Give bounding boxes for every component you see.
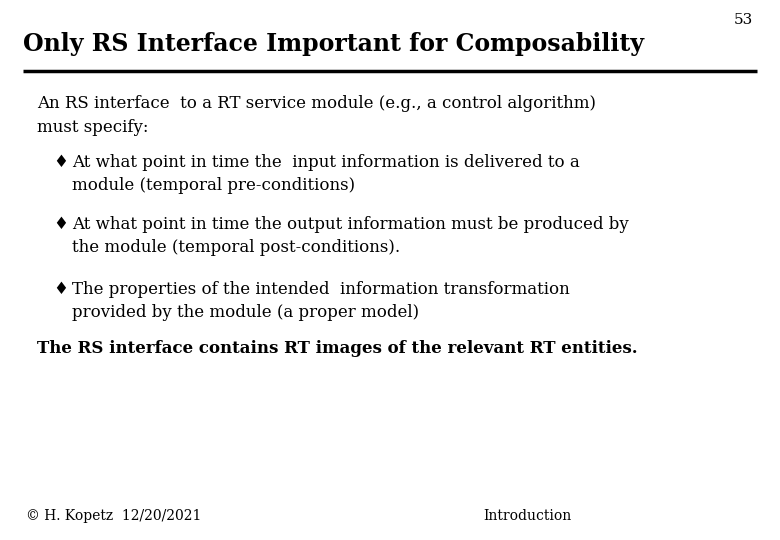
Text: Introduction: Introduction [484,509,572,523]
Text: The RS interface contains RT images of the relevant RT entities.: The RS interface contains RT images of t… [37,340,638,357]
Text: At what point in time the output information must be produced by
the module (tem: At what point in time the output informa… [72,216,629,256]
Text: An RS interface  to a RT service module (e.g., a control algorithm)
must specify: An RS interface to a RT service module (… [37,94,597,136]
Text: Only RS Interface Important for Composability: Only RS Interface Important for Composab… [23,32,644,56]
Text: At what point in time the  input information is delivered to a
module (temporal : At what point in time the input informat… [72,154,580,194]
Text: The properties of the intended  information transformation
provided by the modul: The properties of the intended informati… [72,281,569,321]
Text: ♦: ♦ [53,216,68,233]
Text: ♦: ♦ [53,154,68,171]
Text: ♦: ♦ [53,281,68,298]
Text: 53: 53 [733,14,753,28]
Text: © H. Kopetz  12/20/2021: © H. Kopetz 12/20/2021 [26,509,201,523]
